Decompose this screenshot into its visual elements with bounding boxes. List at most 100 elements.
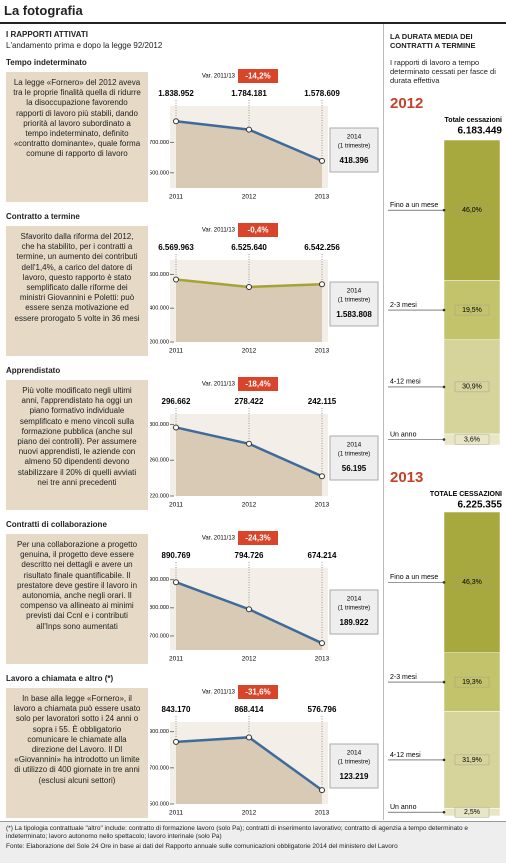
panel-description: La legge «Fornero» del 2012 aveva tra le… <box>6 72 148 202</box>
footnote: (*) La tipologia contrattuale "altro" in… <box>6 825 469 840</box>
x-tick-label: 2013 <box>315 502 330 509</box>
extra-note: (1 trimestre) <box>338 298 370 304</box>
y-tick-label: 700.000 <box>150 633 169 639</box>
x-tick-label: 2013 <box>315 194 330 201</box>
extra-box <box>329 127 379 173</box>
panel-description: Più volte modificato negli ultimi anni, … <box>6 380 148 510</box>
total-value: 6.225.355 <box>458 500 503 511</box>
panel-title: Contratto a termine <box>6 212 80 221</box>
value-box <box>454 381 490 393</box>
panel-title: Tempo indeterminato <box>6 58 87 67</box>
title-rule <box>0 22 506 24</box>
value-label: 278.422 <box>235 397 264 406</box>
extra-year: 2014 <box>347 288 362 295</box>
y-tick-label: 900.000 <box>150 577 169 583</box>
extra-box <box>329 743 379 789</box>
change-label: Var. 2011/13 <box>202 228 236 234</box>
y-tick-label: 500.000 <box>150 801 169 807</box>
value-label: 1.578.609 <box>304 89 340 98</box>
x-tick-label: 2012 <box>242 194 257 201</box>
x-tick-label: 2012 <box>242 810 257 817</box>
leader-dot <box>442 438 446 441</box>
point <box>246 734 252 741</box>
value-label: 3,6% <box>464 436 480 443</box>
value-label: 868.414 <box>235 705 264 714</box>
value-label: 1.784.181 <box>231 89 267 98</box>
point <box>246 126 252 133</box>
value-label: 794.726 <box>235 551 264 560</box>
change-label: Var. 2011/13 <box>202 536 236 542</box>
total-value: 6.183.449 <box>458 126 503 137</box>
column-divider <box>383 24 384 820</box>
leader-dot <box>442 208 446 212</box>
extra-year: 2014 <box>347 442 362 449</box>
segment-label: 4-12 mesi <box>390 752 421 759</box>
y-tick-label: 800.000 <box>150 605 169 611</box>
line-chart: 6.200.000 6.400.000 6.600.000 6.569.963 2011… <box>150 223 379 355</box>
x-tick-label: 2012 <box>242 656 257 663</box>
x-tick-label: 2011 <box>169 348 183 355</box>
panel-description: Per una collaborazione a progetto genuin… <box>6 534 148 664</box>
change-value: -31,6% <box>245 688 270 697</box>
y-tick-label: 6.400.000 <box>150 306 169 312</box>
segment-label: 2-3 mesi <box>390 302 417 309</box>
area <box>176 582 322 650</box>
point <box>173 738 179 745</box>
value-label: 46,0% <box>462 207 482 214</box>
extra-year: 2014 <box>347 750 362 757</box>
extra-note: (1 trimestre) <box>338 606 370 612</box>
line-chart: 220.000 260.000 300.000 296.662 2011 278.422 2… <box>150 377 379 509</box>
extra-value: 189.922 <box>340 618 369 627</box>
area <box>176 427 322 496</box>
value-label: 31,9% <box>462 757 482 764</box>
panel-title: Lavoro a chiamata e altro (*) <box>6 674 114 683</box>
extra-value: 123.219 <box>340 772 369 781</box>
page-title: La fotografia <box>4 3 83 18</box>
leader-dot <box>442 810 446 814</box>
extra-box <box>329 589 379 635</box>
value-box <box>454 807 490 818</box>
panel-description: Sfavorito dalla riforma del 2012, che ha… <box>6 226 148 356</box>
footer: (*) La tipologia contrattuale "altro" in… <box>0 821 506 863</box>
x-tick-label: 2012 <box>242 502 257 509</box>
y-tick-label: 6.200.000 <box>150 339 169 345</box>
point <box>319 281 325 288</box>
point <box>319 157 325 164</box>
leader-dot <box>442 758 446 762</box>
segment-label: Fino a un mese <box>390 574 438 581</box>
line-chart: 500.000 700.000 900.000 843.170 2011 868.414 2… <box>150 685 379 817</box>
total-label: TOTALE CESSAZIONI <box>430 491 502 498</box>
area <box>176 737 322 804</box>
line-chart: 700.000 800.000 900.000 890.769 2011 794.726 2… <box>150 531 379 663</box>
extra-value: 1.583.808 <box>336 310 372 319</box>
point <box>319 473 325 480</box>
extra-value: 418.396 <box>340 156 369 165</box>
leader-dot <box>442 308 446 312</box>
point <box>319 787 325 794</box>
point <box>173 579 179 586</box>
y-tick-label: 220.000 <box>150 493 169 499</box>
x-tick-label: 2011 <box>169 502 183 509</box>
x-tick-label: 2011 <box>169 194 183 201</box>
right-title: LA DURATA MEDIA DEI CONTRATTI A TERMINE <box>390 32 476 50</box>
change-badge <box>238 685 278 699</box>
area <box>176 121 322 188</box>
extra-note: (1 trimestre) <box>338 144 370 150</box>
value-label: 6.542.256 <box>304 243 340 252</box>
value-label: 30,9% <box>462 384 482 391</box>
y-tick-label: 1.500.000 <box>150 170 169 176</box>
panel-title: Contratti di collaborazione <box>6 520 107 529</box>
extra-year: 2014 <box>347 134 362 141</box>
value-box <box>454 676 490 688</box>
extra-note: (1 trimestre) <box>338 760 370 766</box>
point <box>173 424 179 431</box>
left-title: I RAPPORTI ATTIVATI <box>6 30 88 39</box>
value-box <box>454 754 490 766</box>
source: Fonte: Elaborazione del Sole 24 Ore in b… <box>6 843 398 850</box>
extra-value: 56.195 <box>342 464 367 473</box>
value-label: 46,3% <box>462 579 482 586</box>
duration-charts: 2012 Totale cessazioni 6.183.449 Fino a un … <box>388 95 503 818</box>
segment-label: Fino a un mese <box>390 202 438 209</box>
segment-label: 2-3 mesi <box>390 674 417 681</box>
point <box>246 284 252 291</box>
